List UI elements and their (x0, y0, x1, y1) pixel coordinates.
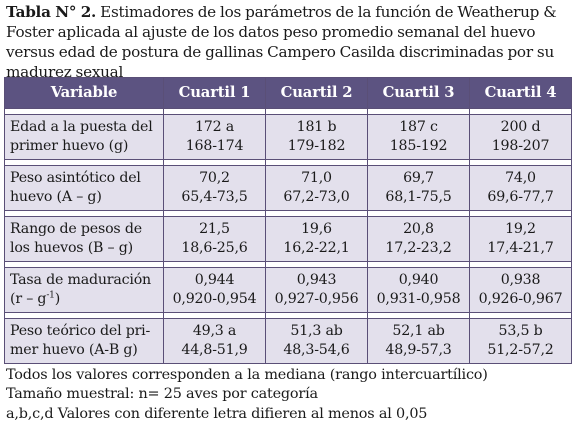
iqr-range: 0,927-0,956 (274, 291, 359, 307)
row-spacer (4, 210, 572, 217)
footnote-significance: a,b,c,d Valores con diferente letra difi… (6, 405, 428, 422)
median-value: 19,2 (505, 221, 536, 238)
header-cuartil-1: Cuartil 1 (163, 77, 266, 109)
median-value: 19,6 (301, 221, 332, 238)
iqr-range: 0,931-0,958 (376, 291, 461, 307)
value-cell: 181 b 179-182 (265, 114, 368, 160)
variable-cell: Peso asintótico del huevo (A – g) (4, 165, 164, 211)
table-row: Tasa de maduración (r – g-1) 0,944 0,920… (4, 267, 572, 313)
footnote-sample-size: Tamaño muestral: n= 25 aves por categorí… (6, 386, 318, 403)
variable-cell: Peso teórico del pri- mer huevo (A-B g) (4, 318, 164, 364)
iqr-range: 48,3-54,6 (283, 342, 350, 358)
iqr-range: 65,4-73,5 (181, 189, 248, 205)
variable-line-2-tail: ) (54, 291, 61, 307)
header-cuartil-3: Cuartil 3 (367, 77, 470, 109)
variable-line-1: Rango de pesos de (10, 221, 142, 238)
variable-line-2: primer huevo (g) (10, 138, 129, 154)
iqr-range: 17,2-23,2 (385, 240, 452, 256)
header-cuartil-4: Cuartil 4 (469, 77, 572, 109)
iqr-range: 179-182 (287, 138, 346, 154)
caption-label: Tabla N° 2. (6, 3, 97, 21)
variable-cell: Edad a la puesta del primer huevo (g) (4, 114, 164, 160)
value-cell: 19,6 16,2-22,1 (265, 216, 368, 262)
value-cell: 53,5 b 51,2-57,2 (469, 318, 572, 364)
variable-line-2: (r – g-1) (10, 290, 161, 309)
median-value: 0,943 (296, 272, 337, 289)
iqr-range: 0,920-0,954 (172, 291, 257, 307)
unit-exponent: -1 (46, 290, 55, 301)
median-value: 51,3 ab (290, 323, 343, 340)
median-value: 0,944 (194, 272, 235, 289)
median-value: 181 b (296, 119, 337, 136)
value-cell: 172 a 168-174 (163, 114, 266, 160)
table-row: Peso teórico del pri- mer huevo (A-B g) … (4, 318, 572, 364)
variable-line-1: Edad a la puesta del (10, 119, 153, 136)
variable-line-2: los huevos (B – g) (10, 240, 133, 256)
iqr-range: 67,2-73,0 (283, 189, 350, 205)
median-value: 0,940 (398, 272, 439, 289)
header-row: Variable Cuartil 1 Cuartil 2 Cuartil 3 C… (4, 77, 572, 109)
variable-cell: Tasa de maduración (r – g-1) (4, 267, 164, 313)
value-cell: 187 c 185-192 (367, 114, 470, 160)
median-value: 53,5 b (498, 323, 543, 340)
value-cell: 0,943 0,927-0,956 (265, 267, 368, 313)
table-footnotes: Todos los valores corresponden a la medi… (6, 366, 572, 424)
value-cell: 19,2 17,4-21,7 (469, 216, 572, 262)
value-cell: 51,3 ab 48,3-54,6 (265, 318, 368, 364)
iqr-range: 69,6-77,7 (487, 189, 554, 205)
median-value: 172 a (194, 119, 235, 136)
median-value: 71,0 (301, 170, 332, 187)
variable-line-2-text: (r – g (10, 291, 47, 307)
value-cell: 0,938 0,926-0,967 (469, 267, 572, 313)
iqr-range: 17,4-21,7 (487, 240, 554, 256)
value-cell: 0,940 0,931-0,958 (367, 267, 470, 313)
iqr-range: 16,2-22,1 (283, 240, 350, 256)
header-variable: Variable (4, 77, 164, 109)
median-value: 0,938 (500, 272, 541, 289)
value-cell: 20,8 17,2-23,2 (367, 216, 470, 262)
value-cell: 71,0 67,2-73,0 (265, 165, 368, 211)
value-cell: 200 d 198-207 (469, 114, 572, 160)
median-value: 21,5 (199, 221, 230, 238)
value-cell: 52,1 ab 48,9-57,3 (367, 318, 470, 364)
variable-line-1: Peso asintótico del (10, 170, 141, 187)
header-cuartil-2: Cuartil 2 (265, 77, 368, 109)
median-value: 74,0 (505, 170, 536, 187)
median-value: 200 d (500, 119, 541, 136)
iqr-range: 48,9-57,3 (385, 342, 452, 358)
median-value: 49,3 a (192, 323, 237, 340)
table-caption: Tabla N° 2. Estimadores de los parámetro… (6, 2, 572, 82)
variable-line-1: Tasa de maduración (10, 272, 151, 289)
iqr-range: 68,1-75,5 (385, 189, 452, 205)
median-value: 69,7 (403, 170, 434, 187)
iqr-range: 18,6-25,6 (181, 240, 248, 256)
value-cell: 21,5 18,6-25,6 (163, 216, 266, 262)
iqr-range: 0,926-0,967 (478, 291, 563, 307)
variable-line-2: mer huevo (A-B g) (10, 342, 138, 358)
iqr-range: 51,2-57,2 (487, 342, 554, 358)
table-row: Peso asintótico del huevo (A – g) 70,2 6… (4, 165, 572, 211)
iqr-range: 44,8-51,9 (181, 342, 248, 358)
median-value: 52,1 ab (392, 323, 445, 340)
variable-cell: Rango de pesos de los huevos (B – g) (4, 216, 164, 262)
iqr-range: 168-174 (185, 138, 244, 154)
iqr-range: 198-207 (491, 138, 550, 154)
value-cell: 49,3 a 44,8-51,9 (163, 318, 266, 364)
median-value: 20,8 (403, 221, 434, 238)
value-cell: 0,944 0,920-0,954 (163, 267, 266, 313)
footnote-median: Todos los valores corresponden a la medi… (6, 367, 488, 383)
median-value: 187 c (399, 119, 438, 136)
value-cell: 70,2 65,4-73,5 (163, 165, 266, 211)
estimators-table: Variable Cuartil 1 Cuartil 2 Cuartil 3 C… (4, 77, 572, 364)
table-row: Edad a la puesta del primer huevo (g) 17… (4, 114, 572, 160)
variable-line-1: Peso teórico del pri- (10, 323, 151, 340)
row-spacer (4, 312, 572, 319)
table-row: Rango de pesos de los huevos (B – g) 21,… (4, 216, 572, 262)
median-value: 70,2 (199, 170, 230, 187)
caption-text: Estimadores de los parámetros de la func… (6, 3, 557, 81)
value-cell: 69,7 68,1-75,5 (367, 165, 470, 211)
iqr-range: 185-192 (389, 138, 448, 154)
value-cell: 74,0 69,6-77,7 (469, 165, 572, 211)
variable-line-2: huevo (A – g) (10, 189, 102, 205)
